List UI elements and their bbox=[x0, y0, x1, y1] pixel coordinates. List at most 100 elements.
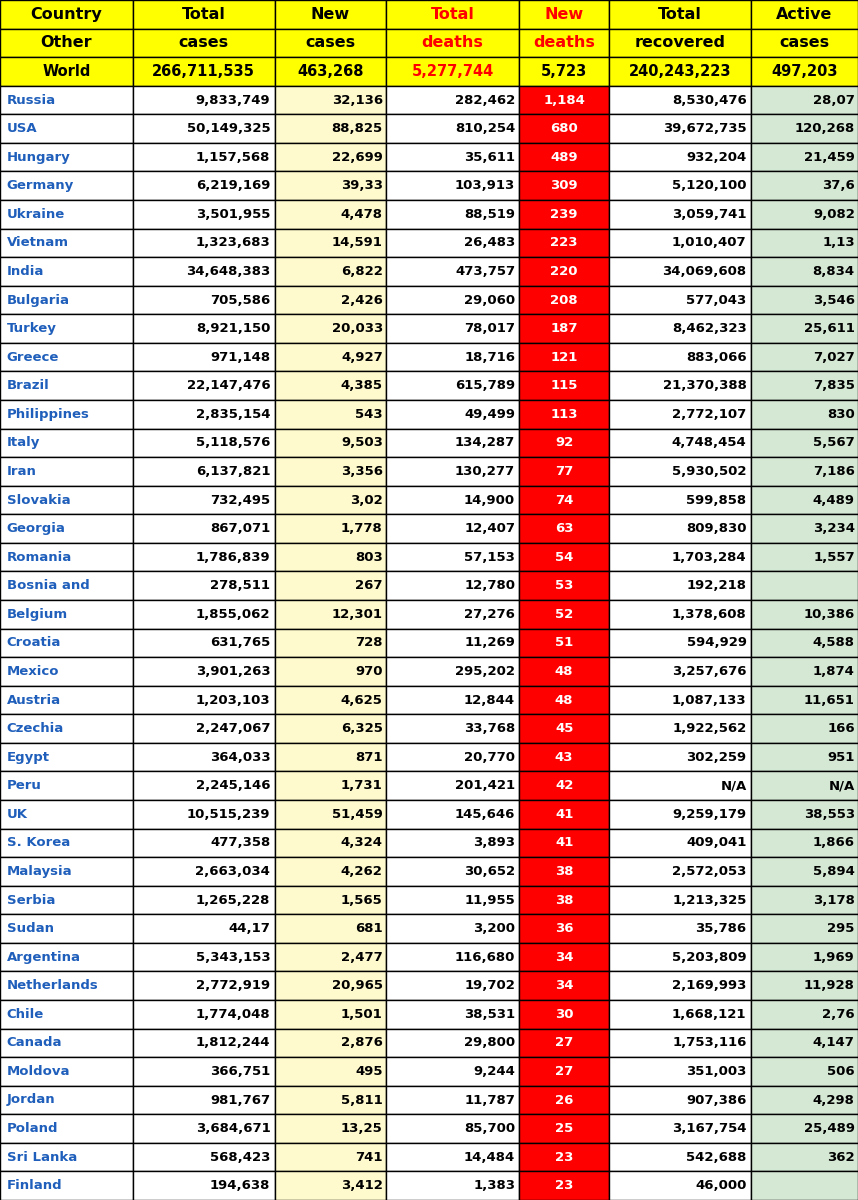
Bar bbox=[386, 400, 519, 428]
Bar bbox=[275, 228, 386, 257]
Text: 6,219,169: 6,219,169 bbox=[196, 179, 270, 192]
Bar bbox=[386, 542, 519, 571]
Text: 3,684,671: 3,684,671 bbox=[196, 1122, 270, 1135]
Text: 1,866: 1,866 bbox=[813, 836, 855, 850]
Bar bbox=[133, 1057, 275, 1086]
Bar bbox=[386, 828, 519, 857]
Bar bbox=[519, 1000, 609, 1028]
Bar bbox=[133, 772, 275, 800]
Text: 14,900: 14,900 bbox=[464, 493, 515, 506]
Text: 5,567: 5,567 bbox=[813, 437, 855, 449]
Text: 971,148: 971,148 bbox=[210, 350, 270, 364]
Bar bbox=[275, 685, 386, 714]
Bar bbox=[751, 658, 858, 685]
Bar bbox=[386, 143, 519, 172]
Text: 1,874: 1,874 bbox=[813, 665, 855, 678]
Text: 120,268: 120,268 bbox=[795, 122, 855, 136]
Text: 362: 362 bbox=[827, 1151, 855, 1164]
Text: 732,495: 732,495 bbox=[210, 493, 270, 506]
Text: Total: Total bbox=[431, 7, 474, 22]
Text: 5,811: 5,811 bbox=[341, 1093, 383, 1106]
Text: 1,922,562: 1,922,562 bbox=[673, 722, 746, 736]
Bar bbox=[609, 486, 751, 515]
Bar bbox=[133, 486, 275, 515]
Text: deaths: deaths bbox=[421, 35, 484, 50]
Bar bbox=[751, 143, 858, 172]
Bar bbox=[0, 1028, 133, 1057]
Bar bbox=[386, 372, 519, 400]
Bar bbox=[609, 1115, 751, 1142]
Bar bbox=[133, 714, 275, 743]
Text: 366,751: 366,751 bbox=[210, 1064, 270, 1078]
Bar bbox=[609, 372, 751, 400]
Text: 23: 23 bbox=[555, 1151, 573, 1164]
Text: 35,611: 35,611 bbox=[464, 151, 515, 163]
Text: 1,855,062: 1,855,062 bbox=[196, 607, 270, 620]
Text: 19,702: 19,702 bbox=[464, 979, 515, 992]
Bar bbox=[751, 428, 858, 457]
Text: Malaysia: Malaysia bbox=[7, 865, 72, 878]
Text: 506: 506 bbox=[827, 1064, 855, 1078]
Bar bbox=[751, 0, 858, 29]
Bar bbox=[386, 1142, 519, 1171]
Text: 30,652: 30,652 bbox=[464, 865, 515, 878]
Text: deaths: deaths bbox=[533, 35, 595, 50]
Bar bbox=[0, 400, 133, 428]
Text: 1,565: 1,565 bbox=[341, 894, 383, 906]
Bar bbox=[133, 228, 275, 257]
Text: 3,02: 3,02 bbox=[350, 493, 383, 506]
Text: 20,965: 20,965 bbox=[332, 979, 383, 992]
Bar bbox=[0, 457, 133, 486]
Bar bbox=[609, 172, 751, 200]
Bar bbox=[386, 972, 519, 1000]
Bar bbox=[275, 658, 386, 685]
Text: 34,069,608: 34,069,608 bbox=[662, 265, 746, 278]
Bar bbox=[0, 571, 133, 600]
Text: 8,530,476: 8,530,476 bbox=[672, 94, 746, 107]
Bar bbox=[609, 943, 751, 972]
Bar bbox=[609, 457, 751, 486]
Bar bbox=[609, 343, 751, 372]
Bar bbox=[0, 743, 133, 772]
Text: 10,515,239: 10,515,239 bbox=[187, 808, 270, 821]
Bar bbox=[751, 943, 858, 972]
Bar bbox=[386, 658, 519, 685]
Text: 25,489: 25,489 bbox=[804, 1122, 855, 1135]
Text: Peru: Peru bbox=[7, 779, 41, 792]
Text: 29,060: 29,060 bbox=[464, 294, 515, 306]
Bar bbox=[386, 629, 519, 658]
Text: 43: 43 bbox=[555, 751, 573, 763]
Text: 20,033: 20,033 bbox=[331, 322, 383, 335]
Text: 295: 295 bbox=[827, 922, 855, 935]
Bar bbox=[386, 914, 519, 943]
Bar bbox=[609, 1000, 751, 1028]
Text: 46,000: 46,000 bbox=[695, 1180, 746, 1193]
Text: 5,930,502: 5,930,502 bbox=[672, 464, 746, 478]
Bar bbox=[275, 172, 386, 200]
Bar bbox=[275, 143, 386, 172]
Bar bbox=[519, 286, 609, 314]
Bar bbox=[133, 658, 275, 685]
Text: Chile: Chile bbox=[7, 1008, 44, 1021]
Text: 145,646: 145,646 bbox=[455, 808, 515, 821]
Bar bbox=[519, 772, 609, 800]
Text: 1,731: 1,731 bbox=[341, 779, 383, 792]
Text: 26: 26 bbox=[555, 1093, 573, 1106]
Text: 803: 803 bbox=[355, 551, 383, 564]
Text: Greece: Greece bbox=[7, 350, 59, 364]
Text: Turkey: Turkey bbox=[7, 322, 57, 335]
Text: 473,757: 473,757 bbox=[455, 265, 515, 278]
Text: 1,703,284: 1,703,284 bbox=[672, 551, 746, 564]
Bar bbox=[609, 914, 751, 943]
Bar bbox=[133, 29, 275, 58]
Bar bbox=[751, 1086, 858, 1115]
Bar bbox=[519, 943, 609, 972]
Bar bbox=[386, 857, 519, 886]
Text: Total: Total bbox=[658, 7, 702, 22]
Text: 3,059,741: 3,059,741 bbox=[672, 208, 746, 221]
Text: Moldova: Moldova bbox=[7, 1064, 70, 1078]
Bar bbox=[519, 1115, 609, 1142]
Bar bbox=[0, 658, 133, 685]
Bar bbox=[275, 1028, 386, 1057]
Text: 4,324: 4,324 bbox=[341, 836, 383, 850]
